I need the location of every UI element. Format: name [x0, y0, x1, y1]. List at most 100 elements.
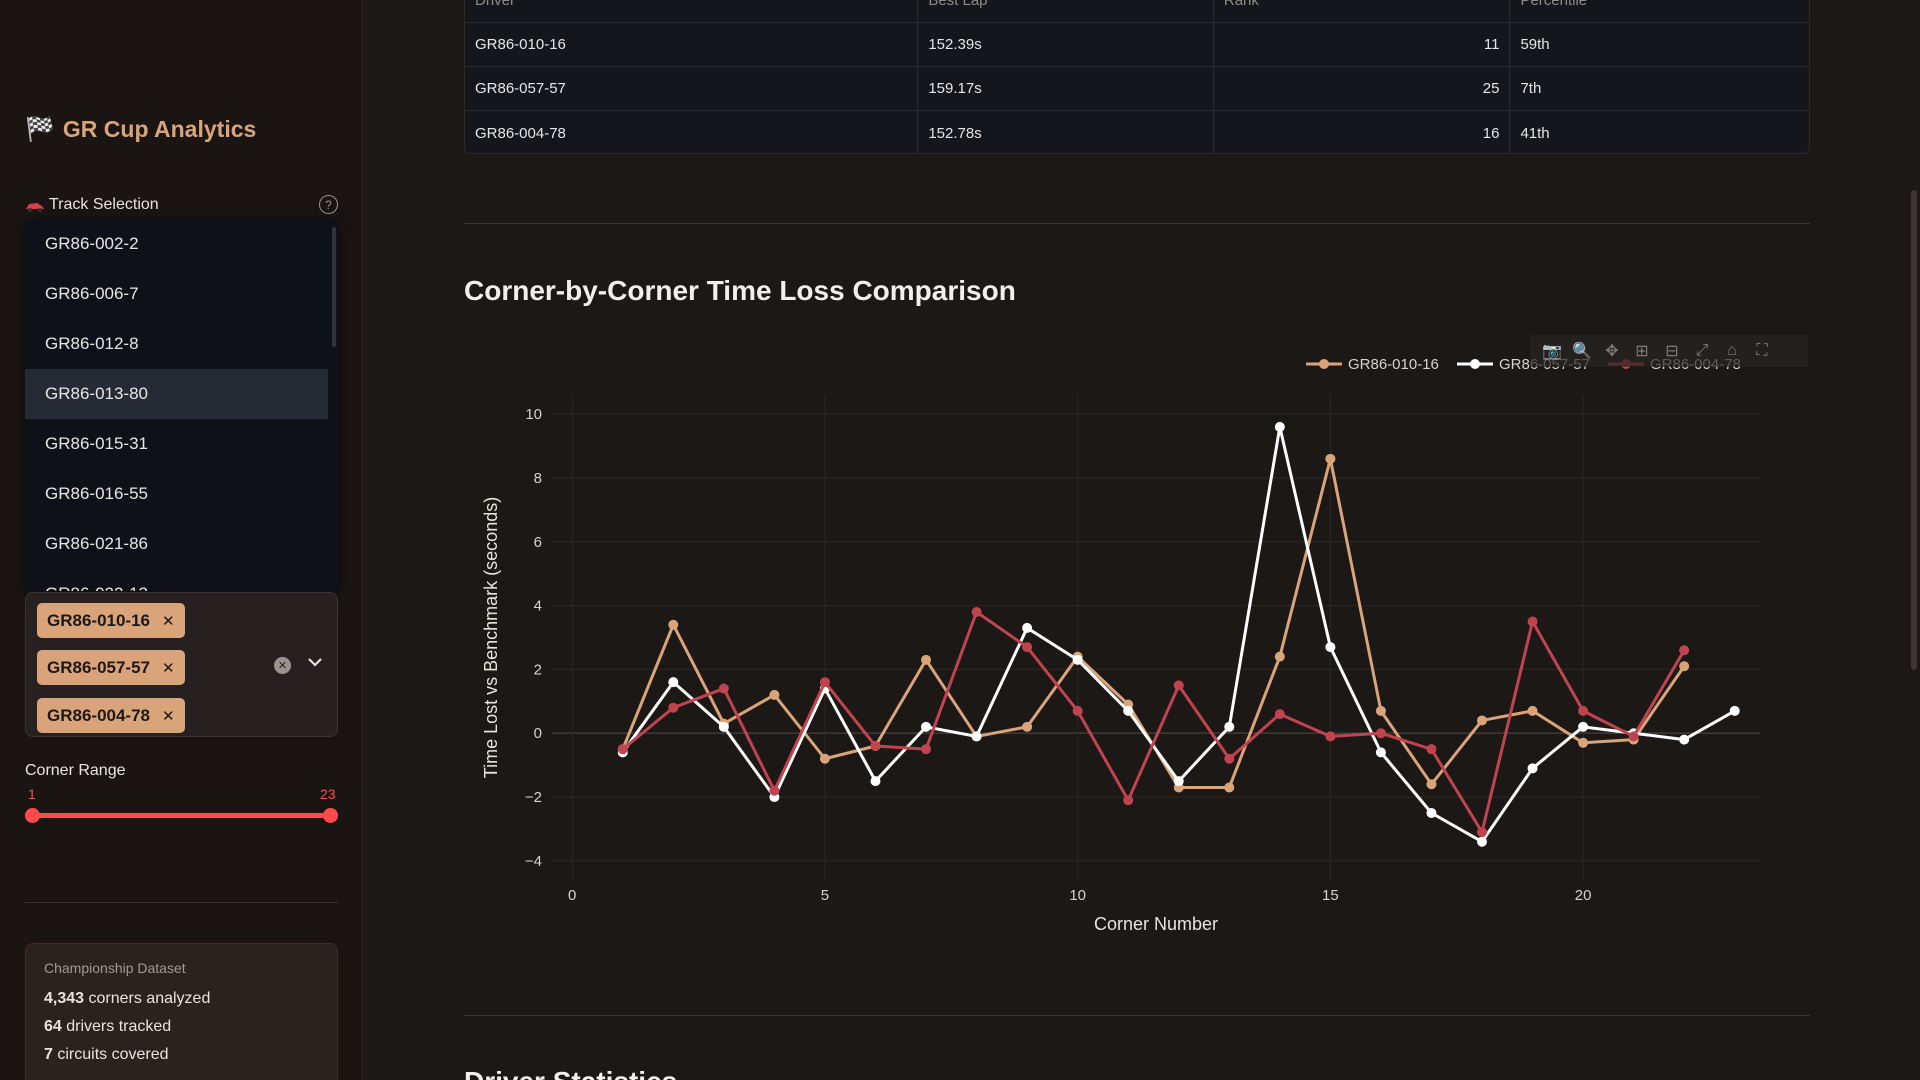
range-slider-track[interactable] — [33, 813, 331, 818]
data-point — [1477, 827, 1488, 838]
dropdown-option[interactable]: GR86-006-7 — [45, 284, 139, 303]
driver-multiselect[interactable]: GR86-010-16 ✕ GR86-057-57 ✕ GR86-004-78 … — [25, 592, 338, 737]
remove-tag-icon[interactable]: ✕ — [162, 612, 175, 630]
data-point — [769, 785, 780, 796]
race-car-icon — [26, 202, 44, 212]
data-point — [1022, 642, 1033, 653]
zoom-out-icon[interactable]: ⊟ — [1665, 343, 1679, 360]
data-point — [668, 677, 679, 688]
checkered-flag-icon: 🏁 — [25, 116, 55, 143]
remove-tag-icon[interactable]: ✕ — [162, 659, 175, 677]
dropdown-option[interactable]: GR86-016-55 — [45, 484, 149, 503]
app-brand: 🏁 GR Cup Analytics — [25, 115, 256, 144]
data-point — [1325, 642, 1336, 653]
data-point — [1426, 779, 1437, 790]
table-cell: GR86-010-16 — [465, 23, 919, 66]
time-loss-chart[interactable]: 10 8 6 4 2 0 −2 −4 0 5 10 15 20 Corner Number Time Los… — [464, 330, 1810, 950]
dropdown-option[interactable]: GR86-022-13 — [25, 569, 328, 591]
dropdown-scrollbar[interactable] — [332, 227, 336, 347]
dropdown-option[interactable]: GR86-002-2 — [45, 234, 139, 253]
y-tick-label: 0 — [534, 725, 542, 742]
data-point — [1679, 661, 1690, 672]
data-point — [870, 776, 881, 787]
data-point — [1224, 721, 1235, 732]
data-point — [1679, 645, 1690, 656]
table-header-row: Driver Best Lap Rank Percentile — [465, 0, 1809, 23]
series-line — [621, 457, 1686, 789]
camera-icon[interactable]: 📷 — [1542, 343, 1562, 360]
table-row: GR86-057-57 159.17s 25 7th — [465, 67, 1809, 111]
x-tick-label: 0 — [568, 887, 576, 904]
zoom-icon[interactable]: 🔍 — [1572, 343, 1592, 360]
column-header[interactable]: Driver — [465, 0, 919, 22]
data-point — [1274, 651, 1285, 662]
table-cell: 7th — [1520, 80, 1542, 97]
data-point — [1123, 705, 1134, 716]
data-point — [870, 740, 881, 751]
range-slider-max-handle[interactable] — [323, 808, 338, 823]
dropdown-option-highlighted[interactable]: GR86-013-80 — [25, 369, 328, 419]
x-tick-label: 20 — [1575, 887, 1592, 904]
data-point — [971, 606, 982, 617]
table-cell: 41th — [1520, 124, 1550, 142]
legend-label: GR86-010-16 — [1348, 356, 1439, 373]
data-point — [1022, 622, 1033, 633]
data-point — [1375, 728, 1386, 739]
range-max-value: 23 — [320, 786, 336, 802]
driver-dropdown-list[interactable]: GR86-002-2 GR86-006-7 GR86-012-8 GR86-01… — [25, 219, 338, 591]
y-tick-label: 6 — [534, 534, 542, 551]
x-tick-label: 10 — [1069, 887, 1086, 904]
y-tick-label: −4 — [525, 853, 542, 870]
data-point — [1325, 453, 1336, 464]
help-icon[interactable]: ? — [319, 195, 338, 214]
range-slider-min-handle[interactable] — [25, 808, 40, 823]
x-tick-label: 15 — [1322, 887, 1339, 904]
section-divider — [464, 1015, 1810, 1016]
y-tick-label: 4 — [534, 598, 542, 615]
column-header[interactable]: Percentile — [1520, 0, 1588, 9]
legend-swatch-marker — [1319, 359, 1329, 369]
data-point — [1578, 721, 1589, 732]
chevron-down-icon[interactable] — [306, 653, 324, 671]
data-point — [668, 702, 679, 713]
dropdown-option[interactable]: GR86-012-8 — [45, 334, 139, 353]
fullscreen-icon[interactable]: ⛶ — [1756, 342, 1768, 359]
track-selection-label: Track Selection ? — [25, 195, 338, 214]
data-point — [1274, 709, 1285, 720]
data-point — [971, 731, 982, 742]
sidebar: 🏁 GR Cup Analytics Track Selection ? GR8… — [0, 0, 363, 1080]
table-cell: 16 — [1214, 111, 1511, 153]
data-point — [1072, 705, 1083, 716]
pan-icon[interactable]: ✥ — [1605, 343, 1619, 360]
data-point — [1628, 731, 1639, 742]
zoom-in-icon[interactable]: ⊞ — [1635, 343, 1649, 360]
sidebar-divider — [25, 902, 338, 903]
selected-driver-tag: GR86-010-16 ✕ — [37, 603, 185, 638]
dropdown-option[interactable]: GR86-021-86 — [45, 534, 149, 553]
data-point — [1426, 744, 1437, 755]
data-point — [1173, 680, 1184, 691]
table-row: GR86-004-78 152.78s 16 41th — [465, 111, 1809, 153]
x-tick-label: 5 — [821, 887, 829, 904]
selected-driver-tag: GR86-057-57 ✕ — [37, 650, 185, 685]
page-scrollbar[interactable] — [1911, 190, 1917, 670]
dropdown-option[interactable]: GR86-015-31 — [45, 434, 149, 453]
dataset-circuits: 7 circuits covered — [44, 1046, 169, 1063]
chart-modebar: 📷 🔍 ✥ ⊞ ⊟ ⤢ ⌂ ⛶ — [1530, 335, 1808, 367]
data-point — [1477, 715, 1488, 726]
y-axis-title: Time Lost vs Benchmark (seconds) — [481, 497, 501, 778]
chart-section-title: Corner-by-Corner Time Loss Comparison — [464, 275, 1016, 306]
clear-all-icon[interactable]: ✕ — [274, 657, 291, 674]
section-divider — [464, 223, 1810, 224]
autoscale-icon[interactable]: ⤢ — [1695, 342, 1709, 359]
table-row: GR86-010-16 152.39s 11 59th — [465, 23, 1809, 67]
y-tick-label: 2 — [534, 661, 542, 678]
home-icon[interactable]: ⌂ — [1727, 342, 1737, 359]
next-section-title: Driver Statistics — [464, 1066, 677, 1080]
column-header[interactable]: Best Lap — [918, 0, 1214, 22]
dataset-corners: 4,343 corners analyzed — [44, 990, 211, 1007]
column-header[interactable]: Rank — [1214, 0, 1511, 22]
remove-tag-icon[interactable]: ✕ — [162, 707, 175, 725]
series-line — [621, 610, 1686, 834]
dataset-drivers: 64 drivers tracked — [44, 1018, 172, 1035]
